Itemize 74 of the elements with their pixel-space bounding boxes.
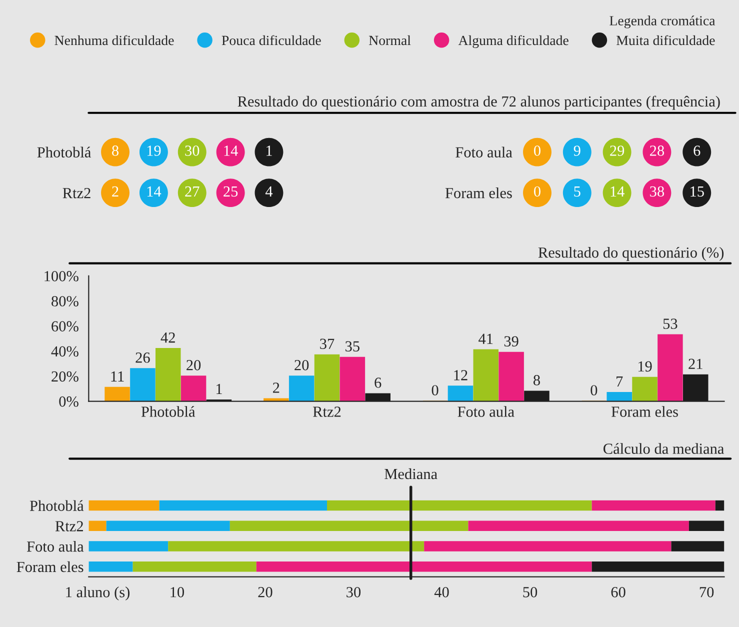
x-tick-label: 10 (170, 587, 184, 598)
y-tick-label: 0% (59, 396, 78, 407)
text: Resultado do questionário com amostra de 72 alunos participantes (frequência) (238, 96, 720, 110)
x-tick-label: Photoblá (141, 406, 196, 417)
data-label: 8 (534, 375, 540, 386)
data-label: 37 (320, 338, 334, 349)
data-label: 38 (650, 186, 664, 197)
category-label: Foram eles (445, 188, 512, 198)
data-label: 4 (265, 186, 273, 196)
data-label: 25 (224, 186, 238, 197)
data-label: 5 (574, 186, 580, 197)
chart-title: Cálculo da mediana (604, 443, 724, 454)
data-label: 1 (266, 146, 272, 156)
data-label: 1 (216, 384, 222, 394)
x-tick-label: 30 (346, 587, 361, 598)
x-tick-label: 20 (258, 587, 272, 598)
x-tick-label: 40 (434, 587, 449, 598)
data-label: 6 (374, 378, 382, 388)
data-label: 8 (112, 146, 119, 156)
y-tick-label: Photoblá (30, 500, 84, 511)
data-label: 7 (616, 376, 623, 386)
y-tick-label: 40% (51, 346, 78, 357)
data-label: 35 (346, 341, 360, 352)
data-label: 20 (294, 360, 309, 370)
data-label: 30 (185, 146, 200, 156)
chart-title: Resultado do questionário (%) (538, 246, 724, 261)
y-tick-label: Foram eles (16, 561, 84, 572)
ref-line-label: Mediana (384, 468, 438, 480)
y-tick-label: 80% (52, 296, 78, 306)
x-tick-label: 50 (523, 587, 538, 598)
data-label: 42 (160, 332, 175, 343)
x-tick-label: Foram eles (611, 406, 678, 417)
legend-label: Nenhuma dificuldade (54, 35, 174, 46)
category-label: Foto aula (456, 146, 512, 158)
data-label: 20 (186, 360, 201, 370)
data-label: 26 (136, 352, 150, 363)
data-label: 14 (610, 186, 624, 196)
data-label: 28 (650, 146, 664, 156)
data-label: 14 (147, 186, 162, 196)
data-label: 6 (694, 146, 700, 156)
data-label: 0 (432, 385, 438, 396)
data-label: 15 (690, 186, 704, 197)
x-tick-label: 70 (700, 587, 714, 598)
data-label: 9 (574, 146, 580, 156)
data-label: 2 (112, 186, 118, 196)
x-tick-label: Rtz2 (313, 406, 341, 417)
data-label: 12 (454, 370, 468, 380)
data-label: 53 (663, 318, 678, 329)
data-label: 19 (147, 146, 161, 156)
y-tick-label: 60% (52, 321, 78, 332)
x-tick-label: 60 (611, 587, 626, 598)
data-label: 41 (478, 334, 493, 344)
legend-label: Normal (368, 35, 411, 46)
data-label: 21 (688, 358, 702, 369)
legend-label: Muita dificuldade (616, 35, 715, 46)
data-label: 0 (534, 146, 540, 156)
y-tick-label: Foto aula (26, 540, 84, 552)
x-tick-label: 1 aluno (s) (66, 586, 130, 600)
data-label: 19 (638, 361, 652, 372)
data-label: 0 (534, 186, 540, 197)
data-label: 14 (224, 146, 238, 156)
legend-title: Legenda cromática (610, 16, 716, 28)
legend-label: Pouca dificuldade (222, 35, 321, 46)
legend-label: Alguma dificuldade (458, 35, 568, 48)
data-label: 0 (590, 385, 598, 396)
y-tick-label: 100% (44, 271, 78, 282)
data-label: 27 (185, 186, 200, 196)
data-label: 11 (111, 371, 124, 382)
data-label: 39 (504, 336, 518, 346)
y-tick-label: Rtz2 (55, 521, 83, 532)
data-label: 2 (273, 382, 280, 393)
data-label: 29 (610, 146, 624, 156)
y-tick-label: 20% (52, 371, 78, 382)
x-tick-label: Foto aula (458, 406, 514, 417)
